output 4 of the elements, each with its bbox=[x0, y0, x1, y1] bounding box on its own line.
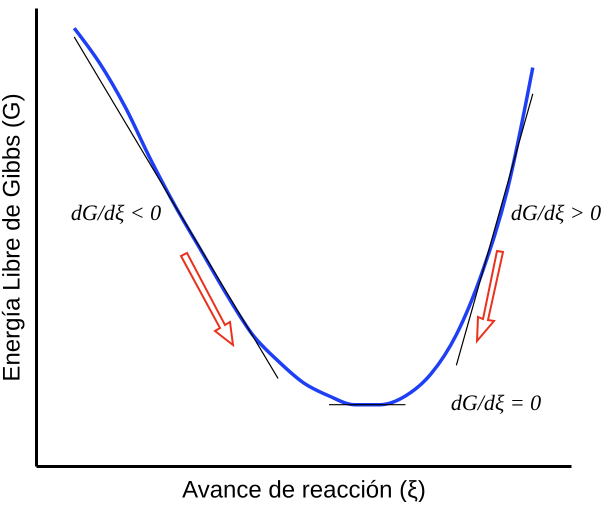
annotation: dG/dξ > 0 bbox=[510, 200, 602, 225]
annotation: dG/dξ = 0 bbox=[450, 390, 542, 415]
y-axis-title: Energía Libre de Gibbs (G) bbox=[0, 93, 26, 382]
annotation: dG/dξ < 0 bbox=[70, 200, 162, 225]
